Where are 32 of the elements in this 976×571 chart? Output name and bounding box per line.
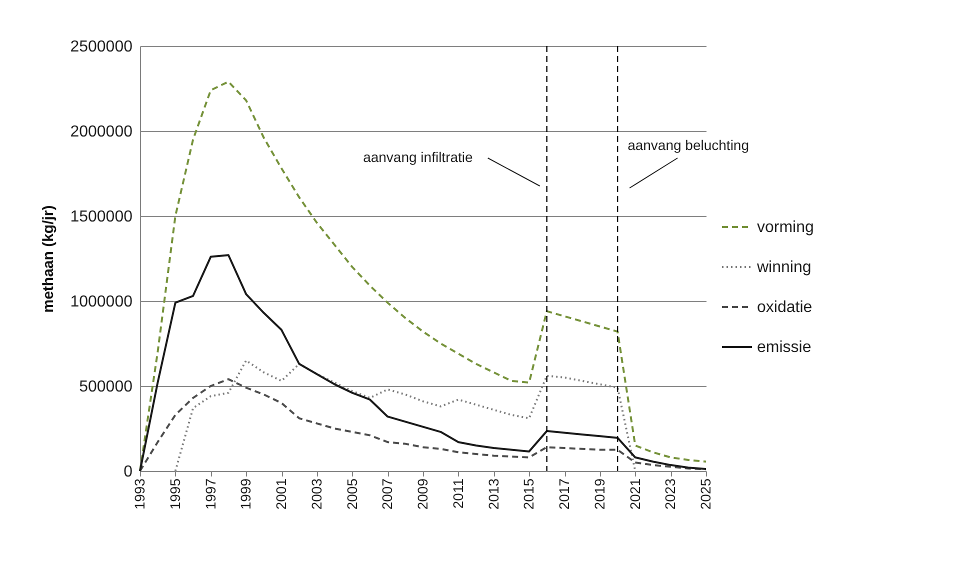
y-tick-label: 1500000	[70, 208, 133, 226]
x-tick-label: 1997	[202, 478, 218, 510]
y-tick-label: 2500000	[70, 38, 133, 56]
x-tick-label: 2023	[662, 478, 678, 510]
line-series	[139, 378, 707, 472]
legend-label: vorming	[757, 219, 814, 236]
x-tick-label: 2011	[450, 478, 466, 509]
ref-line-label: aanvang beluchting	[628, 137, 749, 153]
x-tick-label: 2003	[308, 478, 324, 510]
x-tick-label: 2007	[379, 478, 396, 510]
y-axis-title: methaan (kg/jr)	[40, 205, 58, 313]
line-series	[139, 254, 707, 472]
x-tick-label: 2021	[626, 478, 643, 510]
x-tick-label: 2025	[698, 478, 714, 510]
x-tick-label: 1995	[166, 478, 183, 510]
x-tick-label: 2005	[344, 478, 360, 510]
legend-label: emissie	[757, 339, 812, 356]
ref-line-label: aanvang infiltratie	[363, 149, 474, 165]
x-tick-label: 2001	[273, 478, 289, 510]
y-tick-label: 500000	[79, 378, 133, 396]
x-tick-label: 2017	[556, 478, 572, 510]
y-tick-label: 0	[124, 464, 133, 480]
x-tick-label: 1993	[132, 478, 148, 510]
y-tick-label: 2000000	[70, 124, 133, 140]
x-tick-label: 2009	[414, 478, 430, 510]
legend-label: oxidatie	[757, 299, 812, 316]
legend-label: winning	[756, 259, 812, 276]
y-tick-label: 1000000	[70, 294, 133, 310]
x-tick-label: 2015	[520, 478, 537, 510]
x-tick-label: 1999	[238, 478, 254, 510]
x-tick-label: 2019	[591, 478, 608, 510]
x-tick-label: 2013	[485, 478, 502, 510]
